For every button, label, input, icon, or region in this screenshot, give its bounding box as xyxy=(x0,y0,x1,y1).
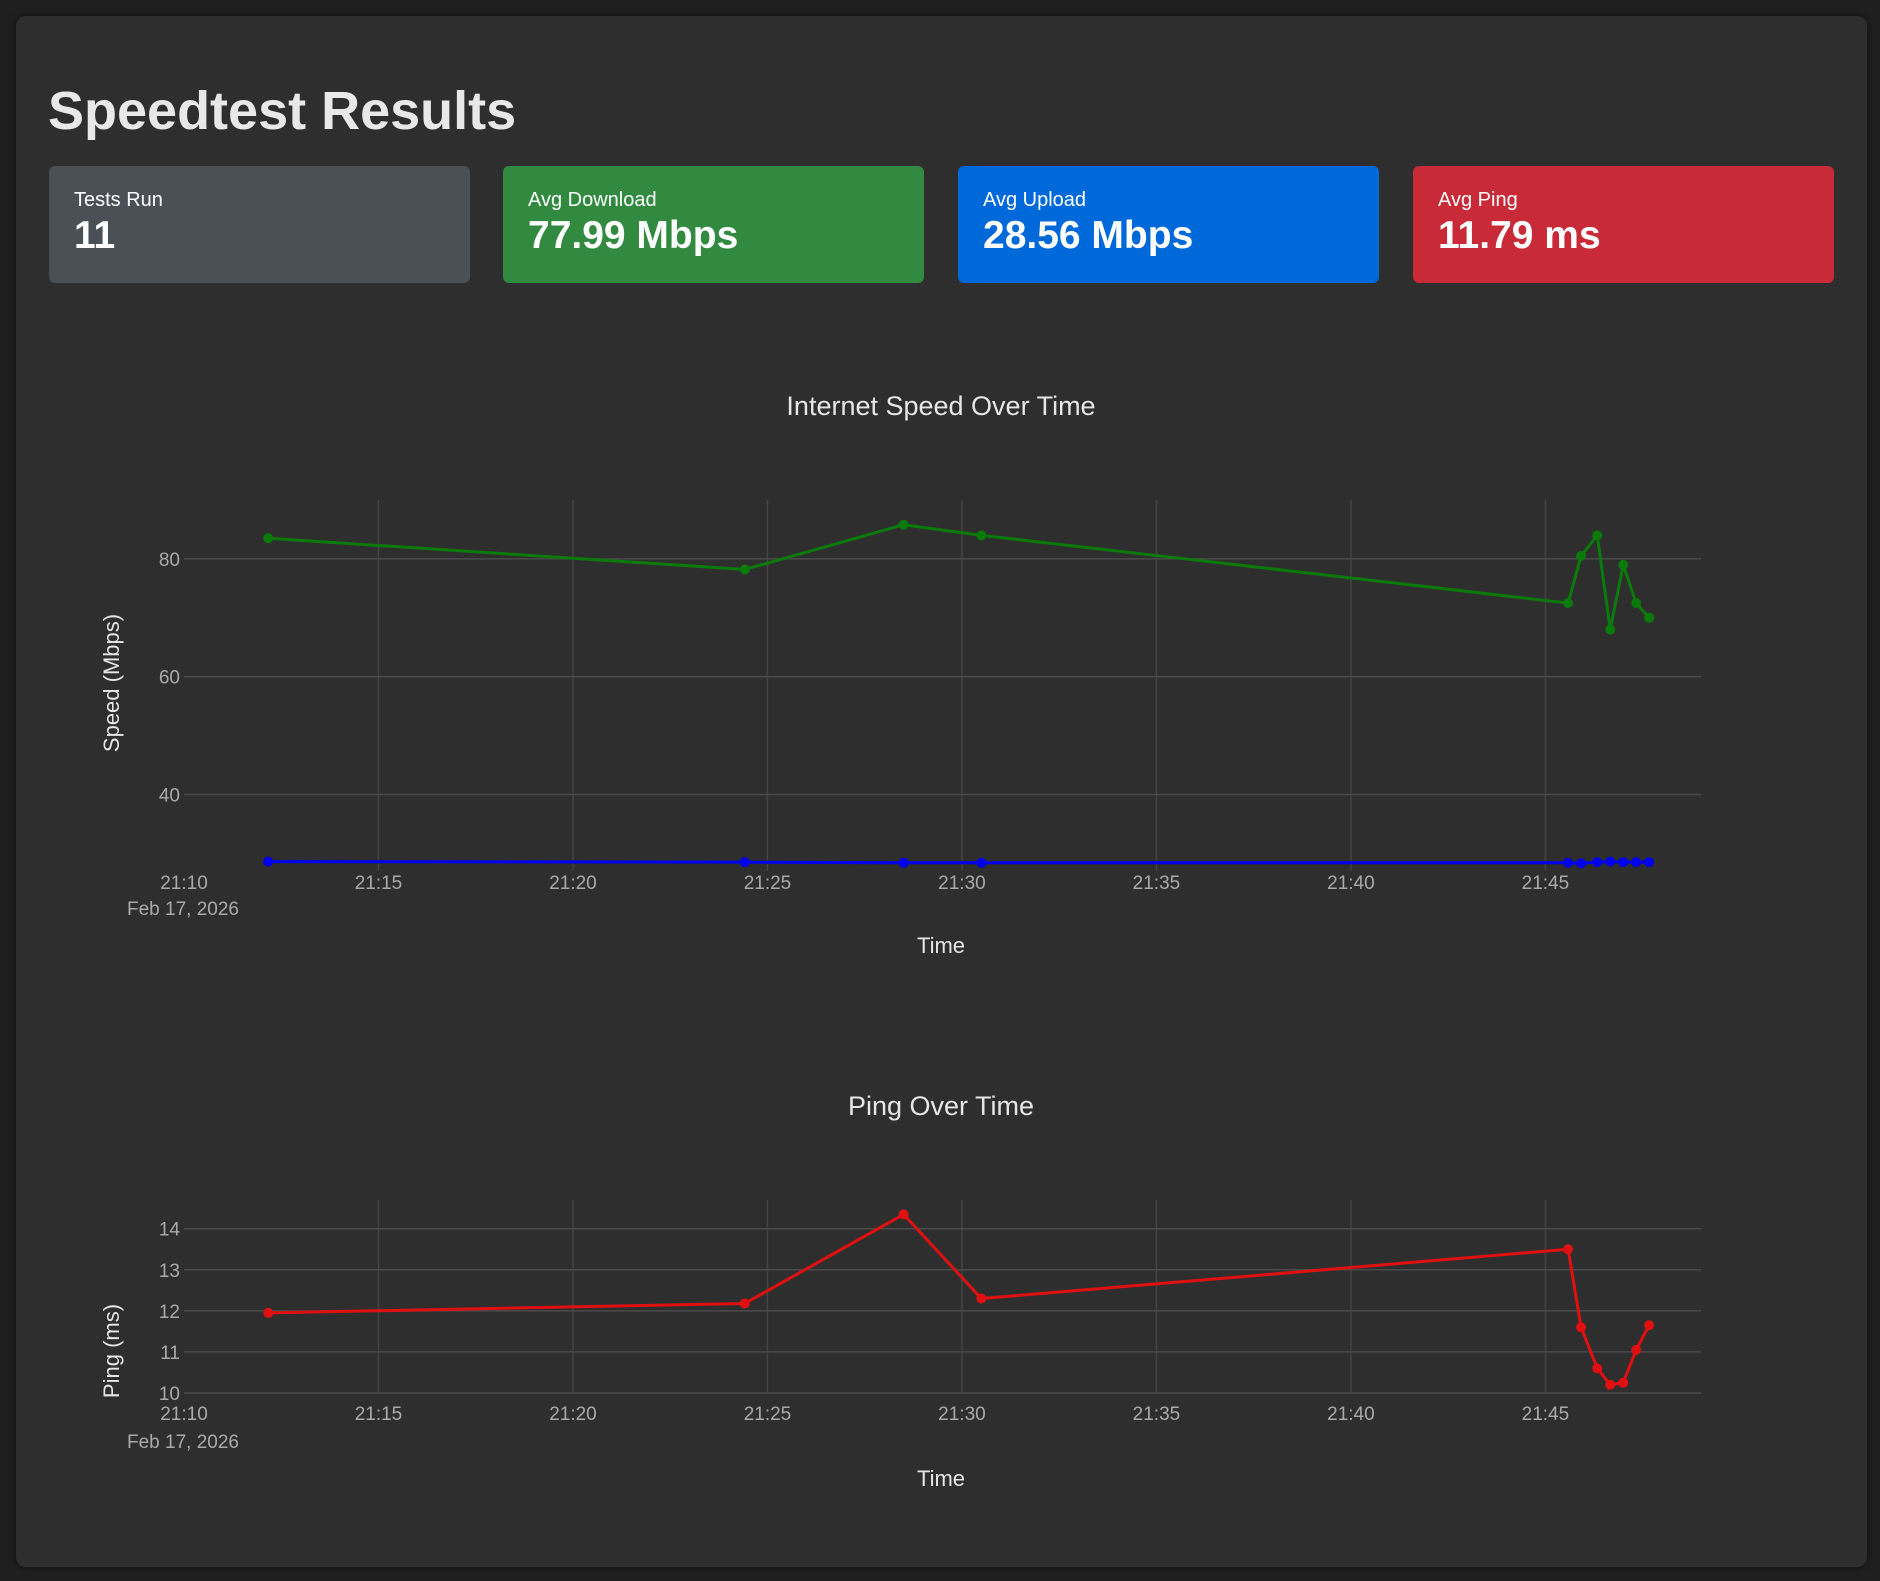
series-line xyxy=(268,1212,1651,1387)
ping-chart-ylabel: Ping (ms) xyxy=(99,1304,124,1398)
x-tick-label: 21:35 xyxy=(1133,873,1181,894)
data-point xyxy=(1576,550,1587,561)
data-point xyxy=(1644,612,1655,623)
ping-chart-series xyxy=(263,1209,1655,1390)
ping-chart-grid xyxy=(184,1200,1701,1394)
data-point xyxy=(976,530,987,541)
speed-chart-series xyxy=(263,519,1655,869)
speed-chart-ticks: 21:10 21:15 21:20 21:25 21:30 21:35 21:40 21:45… xyxy=(159,550,1569,894)
tests-run-label: Tests Run xyxy=(74,189,163,211)
data-point xyxy=(898,1209,909,1220)
data-point xyxy=(1618,1377,1629,1388)
tests-run-card: Tests Run 11 xyxy=(49,166,470,283)
x-tick-label: 21:20 xyxy=(549,873,597,894)
y-tick-label: 11 xyxy=(160,1343,180,1364)
data-point xyxy=(1605,1379,1616,1390)
x-tick-label: 21:40 xyxy=(1327,1404,1375,1425)
tests-run-value: 11 xyxy=(74,214,116,257)
data-point xyxy=(263,533,274,544)
data-point xyxy=(1605,624,1616,635)
data-point xyxy=(1592,1363,1603,1374)
data-point xyxy=(1563,857,1574,868)
data-point xyxy=(1618,559,1629,570)
data-point xyxy=(1631,598,1642,609)
data-point xyxy=(263,1307,274,1318)
data-point xyxy=(263,856,274,867)
data-point xyxy=(898,519,909,530)
ping-chart-title: Ping Over Time xyxy=(848,1091,1034,1121)
data-point xyxy=(1605,856,1616,867)
avg-upload-card: Avg Upload 28.56 Mbps xyxy=(958,166,1379,283)
data-point xyxy=(1576,1322,1587,1333)
speed-chart: 21:10 21:15 21:20 21:25 21:30 21:35 21:40 21:45… xyxy=(99,391,1701,958)
avg-download-card: Avg Download 77.99 Mbps xyxy=(503,166,924,283)
x-tick-label: 21:15 xyxy=(355,873,403,894)
x-tick-label: 21:25 xyxy=(744,873,792,894)
data-point xyxy=(739,564,750,575)
data-point xyxy=(1618,857,1629,868)
data-point xyxy=(1631,1344,1642,1355)
data-point xyxy=(1563,1244,1574,1255)
x-tick-label: 21:35 xyxy=(1133,1404,1181,1425)
x-tick-label: 21:10 xyxy=(160,873,208,894)
data-point xyxy=(1576,858,1587,869)
x-tick-label: 21:20 xyxy=(549,1404,597,1425)
x-tick-label: 21:30 xyxy=(938,873,986,894)
y-tick-label: 12 xyxy=(159,1302,180,1323)
data-point xyxy=(739,1298,750,1309)
y-tick-label: 13 xyxy=(159,1261,180,1282)
x-tick-label: 21:40 xyxy=(1327,873,1375,894)
speed-chart-title: Internet Speed Over Time xyxy=(786,391,1095,421)
y-tick-label: 10 xyxy=(159,1384,180,1405)
y-tick-label: 14 xyxy=(159,1220,181,1241)
x-tick-label: 21:15 xyxy=(355,1404,403,1425)
data-point xyxy=(1644,857,1655,868)
ping-chart-xlabel: Time xyxy=(917,1466,965,1491)
x-tick-label: 21:30 xyxy=(938,1404,986,1425)
avg-download-label: Avg Download xyxy=(528,189,657,211)
x-tick-label: 21:10 xyxy=(160,1404,208,1425)
ping-chart: 21:10 21:15 21:20 21:25 21:30 21:35 21:40 21:45… xyxy=(99,1091,1701,1491)
ping-chart-ticks: 21:10 21:15 21:20 21:25 21:30 21:35 21:40 21:45… xyxy=(159,1220,1569,1425)
speed-chart-date-label: Feb 17, 2026 xyxy=(127,899,239,920)
avg-download-value: 77.99 Mbps xyxy=(528,214,739,257)
speed-chart-grid xyxy=(184,500,1701,871)
speed-chart-ylabel: Speed (Mbps) xyxy=(99,614,124,752)
series-line xyxy=(268,523,1651,632)
data-point xyxy=(1644,1320,1655,1331)
x-tick-label: 21:45 xyxy=(1522,1404,1570,1425)
x-tick-label: 21:45 xyxy=(1522,873,1570,894)
page-title: Speedtest Results xyxy=(48,81,517,141)
data-point xyxy=(739,857,750,868)
data-point xyxy=(1592,857,1603,868)
data-point xyxy=(1592,530,1603,541)
y-tick-label: 60 xyxy=(159,668,180,689)
avg-upload-value: 28.56 Mbps xyxy=(983,214,1194,257)
avg-ping-label: Avg Ping xyxy=(1438,189,1518,211)
data-point xyxy=(898,857,909,868)
data-point xyxy=(1563,598,1574,609)
series-line xyxy=(268,860,1650,865)
data-point xyxy=(976,857,987,868)
ping-chart-date-label: Feb 17, 2026 xyxy=(127,1432,239,1453)
avg-ping-value: 11.79 ms xyxy=(1438,214,1601,257)
data-point xyxy=(1631,857,1642,868)
data-point xyxy=(976,1293,987,1304)
speed-chart-xlabel: Time xyxy=(917,933,965,958)
avg-ping-card: Avg Ping 11.79 ms xyxy=(1413,166,1834,283)
y-tick-label: 40 xyxy=(159,785,180,806)
avg-upload-label: Avg Upload xyxy=(983,189,1087,211)
x-tick-label: 21:25 xyxy=(744,1404,792,1425)
y-tick-label: 80 xyxy=(159,550,180,571)
